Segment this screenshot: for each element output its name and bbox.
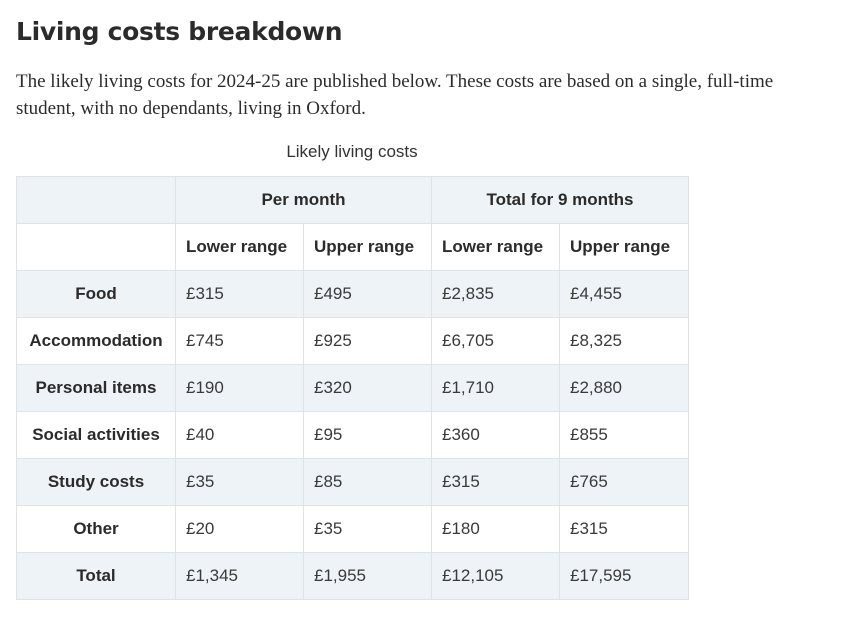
table-cell: £85 bbox=[303, 458, 432, 506]
table-caption: Likely living costs bbox=[286, 142, 418, 161]
subheader-total-lower: Lower range bbox=[431, 223, 560, 271]
intro-paragraph: The likely living costs for 2024-25 are … bbox=[16, 71, 774, 119]
table-cell: £1,710 bbox=[431, 364, 560, 412]
table-row: Social activities £40 £95 £360 £855 bbox=[16, 411, 690, 459]
row-label-personal-items: Personal items bbox=[16, 364, 176, 412]
table-row: Personal items £190 £320 £1,710 £2,880 bbox=[16, 364, 690, 412]
table-cell: £35 bbox=[175, 458, 304, 506]
table-cell: £20 bbox=[175, 505, 304, 553]
table-cell: £40 bbox=[175, 411, 304, 459]
table-cell: £2,835 bbox=[431, 270, 560, 318]
table-cell: £495 bbox=[303, 270, 432, 318]
page-title: Living costs breakdown bbox=[16, 17, 343, 46]
table-row-total: Total £1,345 £1,955 £12,105 £17,595 bbox=[16, 552, 690, 600]
row-label-social-activities: Social activities bbox=[16, 411, 176, 459]
table-cell: £4,455 bbox=[558, 270, 690, 318]
table-cell: £12,105 bbox=[431, 552, 560, 600]
table-cell: £1,955 bbox=[303, 552, 432, 600]
subheader-total-upper: Upper range bbox=[558, 223, 690, 271]
table-cell: £925 bbox=[303, 317, 432, 365]
group-header-total-9-months: Total for 9 months bbox=[430, 176, 690, 224]
table-cell: £95 bbox=[303, 411, 432, 459]
row-label-study-costs: Study costs bbox=[16, 458, 176, 506]
corner-cell bbox=[16, 176, 176, 224]
table-cell: £35 bbox=[303, 505, 432, 553]
table-cell: £180 bbox=[431, 505, 560, 553]
table-cell: £315 bbox=[175, 270, 304, 318]
row-label-total: Total bbox=[16, 552, 176, 600]
table-row: Other £20 £35 £180 £315 bbox=[16, 505, 690, 553]
table-cell: £190 bbox=[175, 364, 304, 412]
table-cell: £320 bbox=[303, 364, 432, 412]
table-cell: £1,345 bbox=[175, 552, 304, 600]
table-cell: £360 bbox=[431, 411, 560, 459]
table-group-header-row: Per month Total for 9 months bbox=[16, 176, 690, 224]
table-cell: £315 bbox=[431, 458, 560, 506]
table-subheader-row: Lower range Upper range Lower range Uppe… bbox=[16, 223, 690, 271]
table-cell: £8,325 bbox=[558, 317, 690, 365]
table-row: Accommodation £745 £925 £6,705 £8,325 bbox=[16, 317, 690, 365]
table-cell: £765 bbox=[558, 458, 690, 506]
row-label-food: Food bbox=[16, 270, 176, 318]
table-cell: £6,705 bbox=[431, 317, 560, 365]
table-cell: £17,595 bbox=[558, 552, 690, 600]
table-cell: £745 bbox=[175, 317, 304, 365]
subheader-monthly-upper: Upper range bbox=[303, 223, 432, 271]
table-cell: £855 bbox=[558, 411, 690, 459]
table-cell: £2,880 bbox=[558, 364, 690, 412]
living-costs-table: Per month Total for 9 months Lower range… bbox=[16, 176, 690, 600]
subheader-monthly-lower: Lower range bbox=[175, 223, 304, 271]
table-cell: £315 bbox=[558, 505, 690, 553]
row-label-accommodation: Accommodation bbox=[16, 317, 176, 365]
corner-cell bbox=[16, 223, 176, 271]
group-header-per-month: Per month bbox=[175, 176, 432, 224]
table-row: Food £315 £495 £2,835 £4,455 bbox=[16, 270, 690, 318]
table-row: Study costs £35 £85 £315 £765 bbox=[16, 458, 690, 506]
row-label-other: Other bbox=[16, 505, 176, 553]
